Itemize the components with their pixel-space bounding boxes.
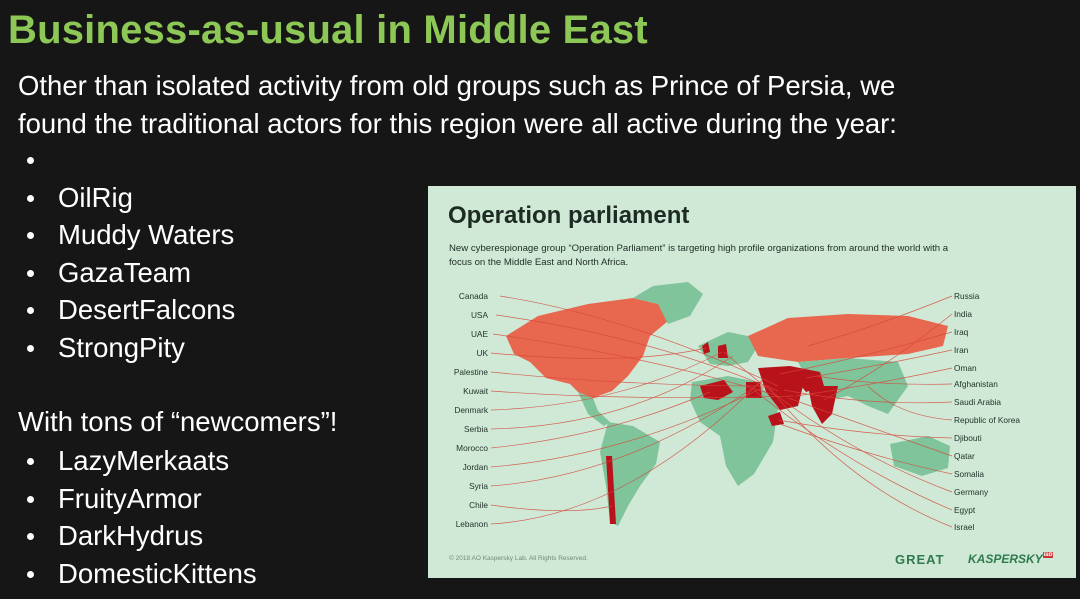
country-label: Canada [458, 291, 488, 301]
country-label: India [954, 309, 972, 319]
country-label: Jordan [462, 462, 488, 472]
country-label: Qatar [954, 451, 975, 461]
country-label: Serbia [464, 424, 488, 434]
bullet-icon [27, 232, 34, 239]
newcomers-heading: With tons of “newcomers”! [18, 406, 338, 437]
greenland [633, 282, 703, 324]
country-label: UAE [470, 329, 488, 339]
country-label: Germany [954, 487, 989, 497]
country-label: Israel [954, 522, 975, 532]
connection-lines [490, 295, 953, 528]
country-label: Kuwait [463, 386, 488, 396]
newcomers-list: LazyMerkaats FruityArmor DarkHydrus Dome… [18, 442, 257, 592]
list-item: FruityArmor [18, 480, 257, 518]
country-label: Afghanistan [954, 379, 998, 389]
bullet-icon [27, 495, 34, 503]
great-logo: GREAT [895, 552, 945, 567]
list-item: LazyMerkaats [18, 442, 257, 480]
country-label: USA [470, 310, 488, 320]
panel-subtitle: New cyberespionage group “Operation Parl… [449, 243, 949, 268]
middle-east [758, 366, 804, 410]
iran-afghanistan [790, 366, 824, 392]
country-label: Saudi Arabia [954, 397, 1002, 407]
horn-africa [768, 412, 784, 426]
intro-text: Other than isolated activity from old gr… [18, 67, 1078, 143]
kaspersky-logo: KASPERSKYlab [968, 552, 1054, 566]
country-label: Iraq [954, 327, 969, 337]
country-label: Lebanon [455, 519, 488, 529]
copyright-text: © 2018 AO Kaspersky Lab. All Rights Rese… [449, 555, 588, 562]
list-item: OilRig [18, 179, 235, 217]
bullet-icon [27, 157, 34, 164]
country-label: Palestine [453, 367, 488, 377]
north-africa-targets [700, 380, 733, 400]
bullet-icon [27, 533, 34, 540]
country-label: Somalia [954, 469, 984, 479]
intro-line-2: found the traditional actors for this re… [18, 108, 897, 139]
country-label: Syria [469, 481, 488, 491]
bullet-icon [27, 458, 34, 465]
russia [748, 314, 948, 362]
country-label: UK [476, 348, 488, 358]
bullet-icon [27, 344, 34, 352]
country-label: Chile [469, 500, 488, 510]
list-item: DomesticKittens [18, 555, 257, 593]
actors-list: OilRig Muddy Waters GazaTeam DesertFalco… [18, 141, 235, 366]
country-label: Egypt [954, 505, 976, 515]
chile [606, 456, 616, 524]
country-label: Republic of Korea [954, 415, 1020, 425]
country-label: Oman [954, 363, 977, 373]
country-label: Denmark [454, 405, 488, 415]
australia [890, 436, 950, 476]
bullet-icon [27, 570, 34, 578]
africa [690, 376, 778, 486]
country-label: Morocco [456, 443, 488, 453]
list-item [18, 141, 235, 179]
asia [798, 358, 908, 414]
operation-parliament-infographic: Operation parliament New cyberespionage … [428, 186, 1076, 578]
list-item: Muddy Waters [18, 216, 235, 254]
list-item: StrongPity [18, 329, 235, 367]
world-map [490, 282, 953, 528]
country-label: Djibouti [954, 433, 982, 443]
country-label: Iran [954, 345, 969, 355]
list-item: DarkHydrus [18, 517, 257, 555]
country-label: Russia [954, 291, 980, 301]
intro-line-1: Other than isolated activity from old gr… [18, 70, 896, 101]
list-item: GazaTeam [18, 254, 235, 292]
central-america [578, 392, 610, 426]
bullet-icon [27, 307, 34, 314]
panel-title: Operation parliament [448, 202, 690, 229]
bullet-icon [27, 194, 34, 202]
bullet-icon [27, 269, 34, 277]
denmark-germany [718, 344, 728, 358]
slide-title: Business-as-usual in Middle East [8, 8, 648, 52]
list-item: DesertFalcons [18, 291, 235, 329]
